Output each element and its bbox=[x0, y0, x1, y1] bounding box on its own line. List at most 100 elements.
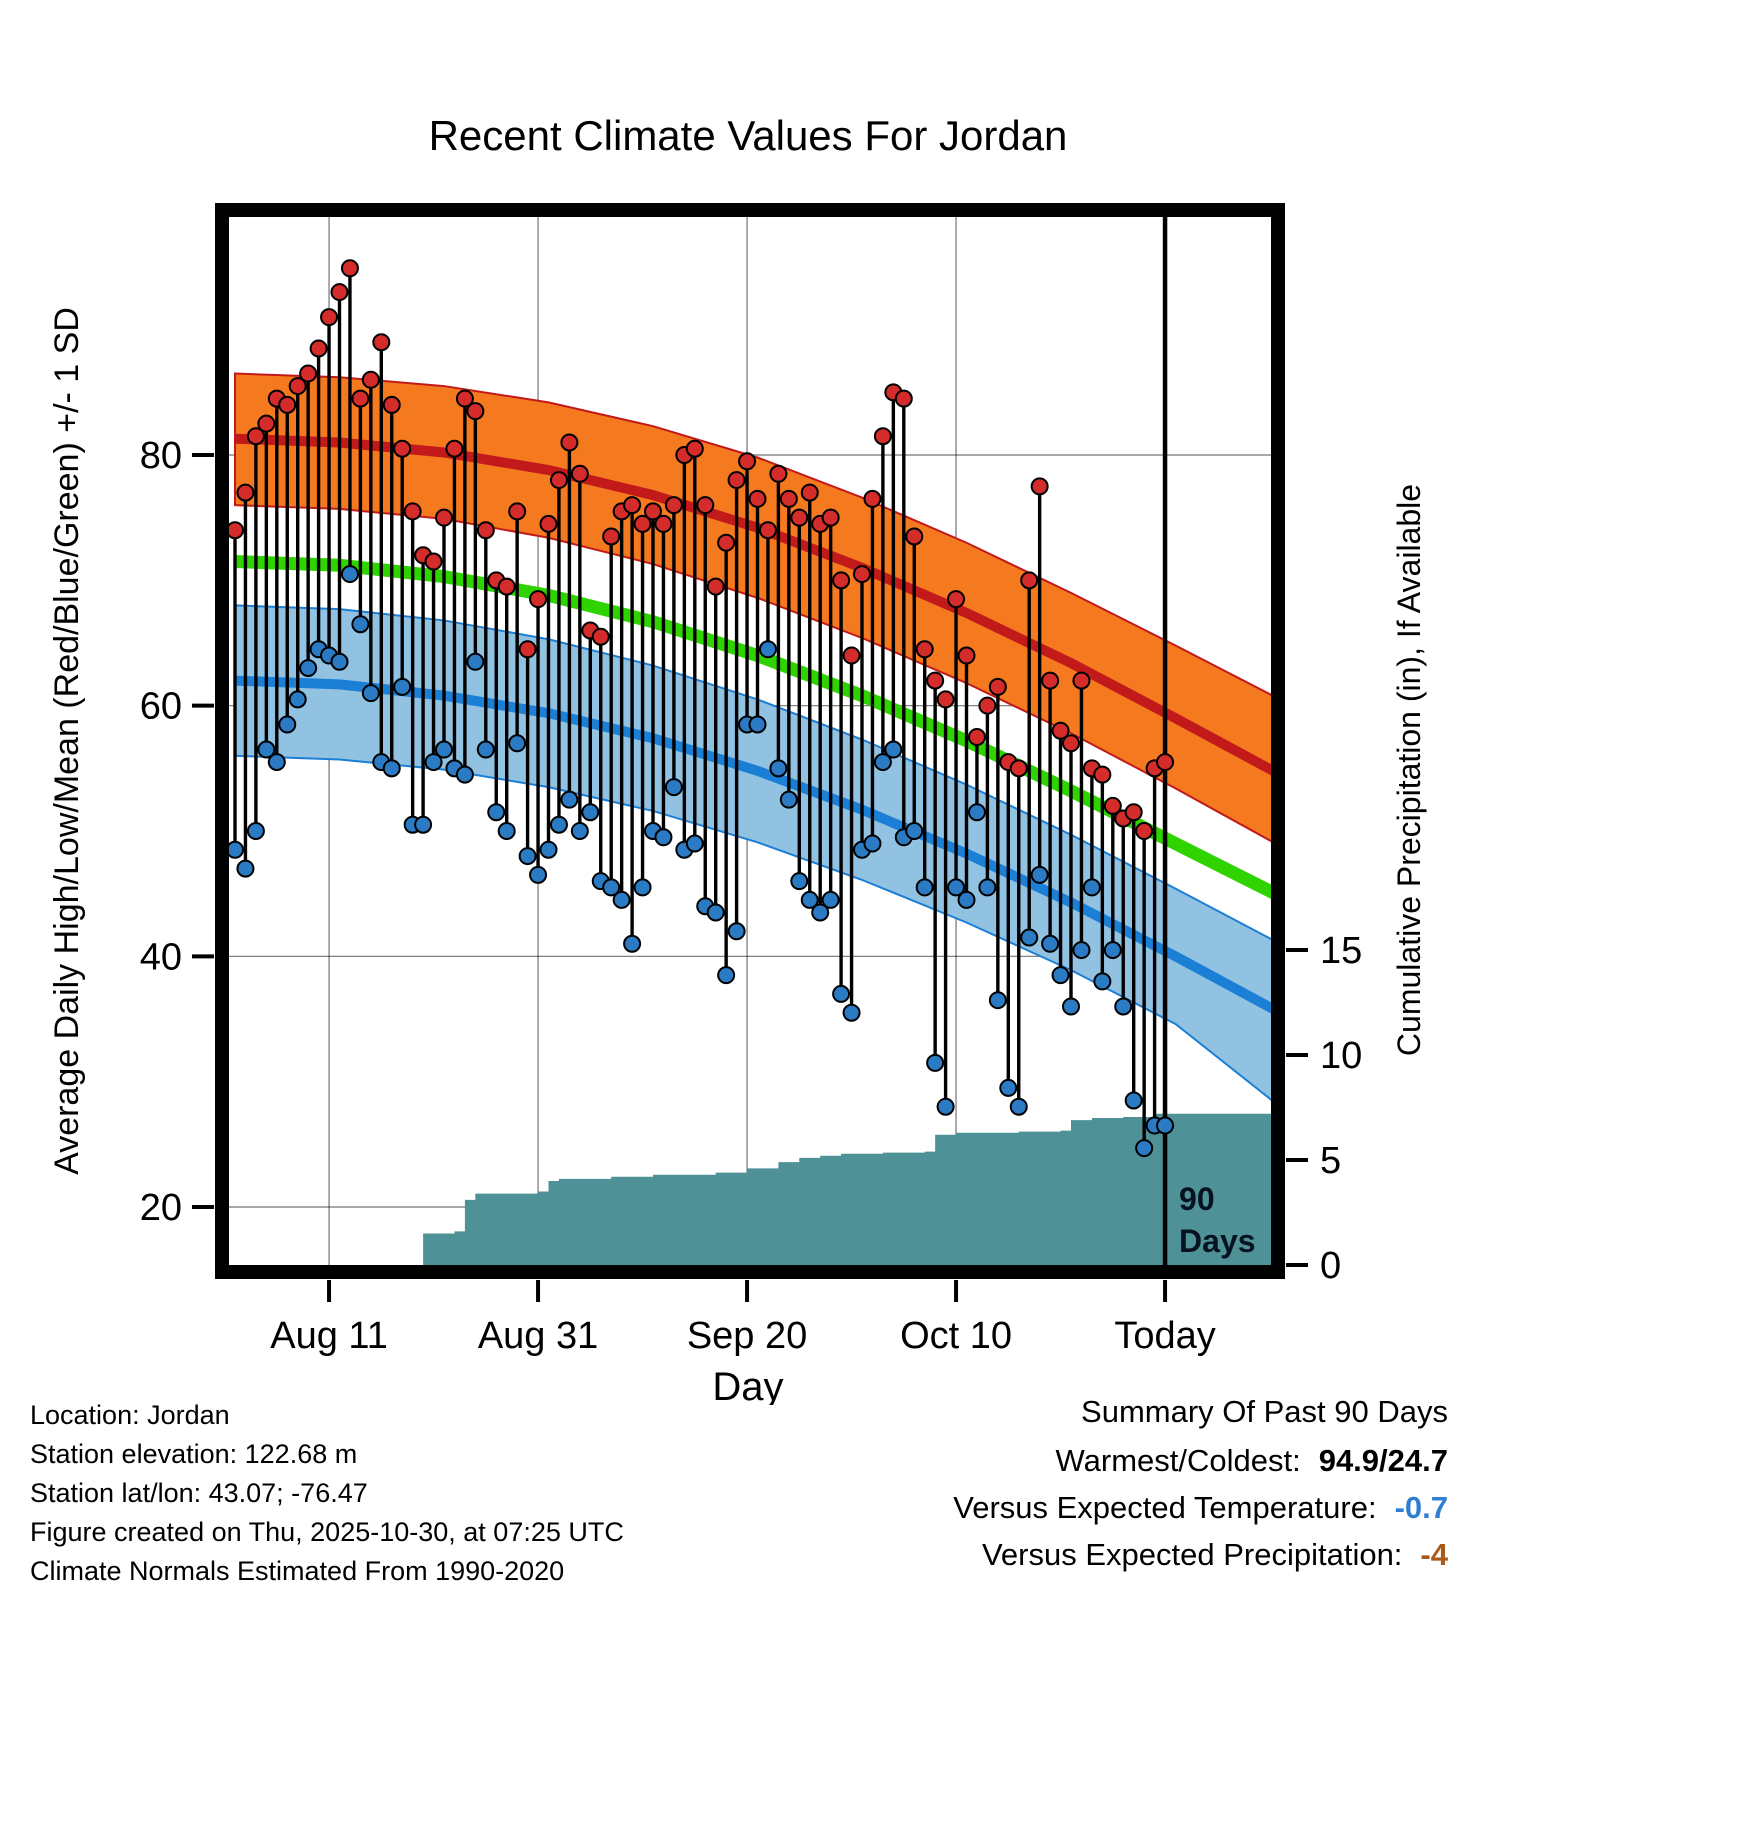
daily-high-dot bbox=[738, 452, 757, 471]
daily-low-dot bbox=[382, 759, 401, 778]
daily-high-dot bbox=[623, 496, 642, 515]
daily-low-dot bbox=[978, 878, 997, 897]
daily-low-dot bbox=[936, 1097, 955, 1116]
ninety-days-label: 90 bbox=[1179, 1181, 1215, 1217]
daily-high-dot bbox=[832, 571, 851, 590]
station-info: Location: Jordan Station elevation: 122.… bbox=[30, 1396, 624, 1591]
daily-low-dot bbox=[727, 922, 746, 941]
daily-low-dot bbox=[664, 778, 683, 797]
station-elevation: Station elevation: 122.68 m bbox=[30, 1439, 358, 1469]
daily-high-dot bbox=[570, 464, 589, 483]
daily-low-dot bbox=[570, 821, 589, 840]
summary-label: Versus Expected Temperature: bbox=[953, 1490, 1377, 1525]
daily-high-dot bbox=[644, 502, 662, 521]
x-tick-label: Aug 11 bbox=[270, 1315, 388, 1357]
daily-low-dot bbox=[779, 790, 798, 809]
daily-high-dot bbox=[393, 439, 412, 458]
daily-high-dot bbox=[445, 439, 464, 458]
daily-high-dot bbox=[455, 389, 474, 408]
daily-high-dot bbox=[424, 552, 443, 571]
daily-low-dot bbox=[414, 815, 433, 834]
daily-low-dot bbox=[257, 740, 276, 759]
right-tick-label: 10 bbox=[1320, 1035, 1362, 1077]
daily-low-dot bbox=[435, 740, 453, 759]
daily-low-dot bbox=[351, 615, 370, 634]
daily-low-dot bbox=[497, 821, 516, 840]
daily-high-dot bbox=[947, 590, 966, 609]
daily-high-dot bbox=[1020, 571, 1039, 590]
daily-low-dot bbox=[1030, 865, 1049, 884]
daily-high-dot bbox=[790, 508, 809, 527]
daily-low-dot bbox=[790, 872, 809, 891]
daily-low-dot bbox=[832, 984, 851, 1003]
daily-low-dot bbox=[455, 765, 474, 784]
right-tick-label: 5 bbox=[1320, 1140, 1341, 1182]
daily-low-dot bbox=[340, 565, 359, 584]
daily-low-dot bbox=[1135, 1139, 1154, 1158]
daily-high-dot bbox=[915, 640, 934, 659]
summary-label: Versus Expected Precipitation: bbox=[981, 1537, 1403, 1572]
daily-high-dot bbox=[821, 508, 840, 527]
daily-low-dot bbox=[884, 740, 903, 759]
daily-low-dot bbox=[1072, 941, 1091, 960]
daily-high-dot bbox=[529, 590, 548, 609]
daily-low-dot bbox=[236, 859, 255, 878]
right-axis-label: Cumulative Precipitation (in), If Availa… bbox=[1391, 484, 1427, 1056]
daily-high-dot bbox=[549, 471, 568, 490]
daily-low-dot bbox=[518, 847, 537, 866]
daily-high-dot bbox=[706, 577, 725, 596]
daily-low-dot bbox=[361, 684, 380, 703]
normal-high-band bbox=[234, 372, 1278, 847]
daily-high-dot bbox=[288, 377, 307, 396]
daily-high-dot bbox=[758, 521, 777, 540]
daily-high-dot bbox=[727, 471, 746, 490]
daily-low-dot bbox=[926, 1053, 945, 1072]
daily-low-dot bbox=[1093, 972, 1112, 991]
daily-high-dot bbox=[926, 671, 945, 690]
daily-high-dot bbox=[1051, 721, 1070, 740]
summary-value-2: -4 bbox=[1420, 1537, 1448, 1572]
daily-high-dot bbox=[664, 496, 683, 515]
daily-low-dot bbox=[424, 753, 443, 772]
right-tick-label: 15 bbox=[1320, 930, 1362, 972]
x-axis-label: Day bbox=[712, 1365, 783, 1405]
daily-low-dot bbox=[758, 640, 777, 659]
figure-created: Figure created on Thu, 2025-10-30, at 07… bbox=[30, 1517, 624, 1547]
daily-high-dot bbox=[853, 565, 871, 584]
daily-low-dot bbox=[905, 821, 924, 840]
daily-low-dot bbox=[549, 815, 568, 834]
daily-low-dot bbox=[623, 934, 642, 953]
right-tick-label: 0 bbox=[1320, 1245, 1341, 1287]
daily-low-dot bbox=[873, 753, 892, 772]
daily-high-dot bbox=[894, 389, 913, 408]
daily-low-dot bbox=[915, 878, 934, 897]
x-tick-label: Aug 31 bbox=[478, 1315, 598, 1357]
daily-low-dot bbox=[654, 828, 673, 847]
daily-high-dot bbox=[236, 483, 255, 502]
daily-high-dot bbox=[299, 364, 318, 383]
daily-low-dot bbox=[393, 677, 412, 696]
daily-high-dot bbox=[403, 502, 422, 521]
daily-high-dot bbox=[863, 489, 882, 508]
daily-low-dot bbox=[288, 690, 307, 709]
daily-low-dot bbox=[560, 790, 579, 809]
daily-low-dot bbox=[581, 803, 600, 822]
daily-low-dot bbox=[1009, 1097, 1028, 1116]
daily-low-dot bbox=[999, 1078, 1018, 1097]
summary-row-warmest-coldest: Warmest/Coldest: 94.9/24.7 bbox=[953, 1437, 1448, 1484]
daily-low-dot bbox=[299, 659, 318, 678]
daily-high-dot bbox=[466, 402, 485, 421]
daily-low-dot bbox=[612, 890, 631, 909]
daily-low-dot bbox=[466, 652, 485, 671]
summary-label: Warmest/Coldest: bbox=[1055, 1443, 1301, 1478]
left-tick-label: 80 bbox=[140, 435, 182, 477]
daily-high-dot bbox=[779, 489, 798, 508]
daily-high-dot bbox=[361, 370, 380, 389]
daily-high-dot bbox=[1062, 734, 1080, 753]
daily-high-dot bbox=[226, 521, 244, 540]
daily-low-dot bbox=[1082, 878, 1101, 897]
daily-low-dot bbox=[706, 903, 725, 922]
plot-border bbox=[215, 203, 1285, 1279]
daily-low-dot bbox=[1114, 997, 1133, 1016]
daily-high-dot bbox=[497, 577, 516, 596]
